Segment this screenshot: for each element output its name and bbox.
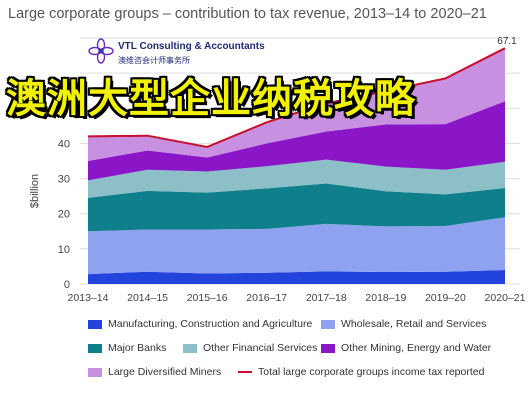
area-series-4 <box>88 159 505 198</box>
logo-name: VTL Consulting & Accountants <box>118 41 265 52</box>
total-line <box>87 47 506 148</box>
legend-label: Wholesale, Retail and Services <box>341 318 487 330</box>
legend-item: Total large corporate groups income tax … <box>238 366 484 378</box>
company-logo: VTL Consulting & Accountants 澳维咨会计师事务所 <box>88 38 265 70</box>
legend-item: Large Diversified Miners <box>88 366 221 378</box>
legend-swatch <box>183 343 197 353</box>
area-series-5 <box>88 101 505 181</box>
legend-swatch <box>88 367 102 377</box>
y-tick-label: 10 <box>58 244 70 256</box>
y-tick-label: 0 <box>64 279 70 291</box>
legend-label: Other Financial Services <box>203 342 318 354</box>
total-line-layer <box>87 47 506 148</box>
overlay-banner: 澳洲大型企业纳税攻略 <box>6 76 416 122</box>
x-tick-label: 2019–20 <box>425 292 466 304</box>
axis-ticks: 0 10 20 30 40 $billion 2013–14 2014–15 2015–16 20… <box>29 36 526 304</box>
value-annotation: 67.1 <box>497 36 517 47</box>
x-tick-label: 2017–18 <box>306 292 347 304</box>
x-tick-label: 2015–16 <box>187 292 228 304</box>
legend-item: Other Mining, Energy and Water <box>321 342 491 354</box>
legend-label: Large Diversified Miners <box>108 366 222 378</box>
legend-label: Total large corporate groups income tax … <box>258 366 485 378</box>
area-series-3 <box>88 183 505 232</box>
stacked-areas <box>88 48 505 284</box>
x-tick-label: 2013–14 <box>68 292 109 304</box>
y-tick-label: 20 <box>58 209 70 221</box>
legend-item: Wholesale, Retail and Services <box>321 318 486 330</box>
legend-line-swatch <box>238 371 252 373</box>
logo-flower-icon <box>88 38 114 64</box>
area-series-6 <box>88 48 505 161</box>
x-tick-label: 2014–15 <box>127 292 168 304</box>
y-tick-label: 30 <box>58 174 70 186</box>
x-tick-label: 2020–21 <box>485 292 526 304</box>
x-tick-label: 2016–17 <box>246 292 287 304</box>
area-series-2 <box>88 217 505 275</box>
legend-label: Other Mining, Energy and Water <box>341 342 492 354</box>
legend-swatch <box>88 343 102 353</box>
logo-subtitle: 澳维咨会计师事务所 <box>118 56 190 65</box>
y-axis-label: $billion <box>29 174 41 208</box>
y-tick-label: 40 <box>58 138 70 150</box>
x-tick-label: 2018–19 <box>365 292 406 304</box>
legend-item: Manufacturing, Construction and Agricult… <box>88 318 312 330</box>
legend-label: Manufacturing, Construction and Agricult… <box>108 318 313 330</box>
legend-item: Other Financial Services <box>183 342 317 354</box>
legend-swatch <box>88 319 102 329</box>
legend-item: Major Banks <box>88 342 166 354</box>
legend-swatch <box>321 343 335 353</box>
legend-swatch <box>321 319 335 329</box>
chart-title: Large corporate groups – contribution to… <box>8 6 487 22</box>
legend-label: Major Banks <box>108 342 167 354</box>
area-series-1 <box>88 269 505 284</box>
